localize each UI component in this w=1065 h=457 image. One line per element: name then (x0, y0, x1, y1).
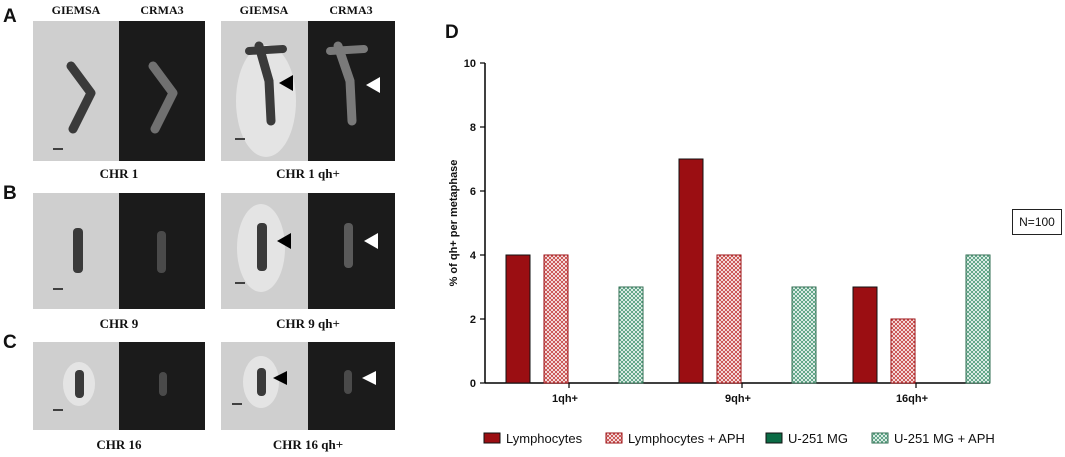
legend-label: U-251 MG + APH (894, 431, 995, 446)
legend-swatch (483, 432, 501, 444)
arrowhead-icon (273, 371, 287, 385)
bar-lymphocytes-aph (716, 254, 742, 384)
arrowhead-icon (366, 77, 380, 93)
bar-lymphocytes-aph (543, 254, 569, 384)
arrowhead-icon (364, 233, 378, 249)
bar-lymphocytes (678, 158, 704, 384)
sample-size-annotation: N=100 (1012, 209, 1062, 235)
caption-chr1-qh: CHR 1 qh+ (276, 166, 340, 181)
legend-label: Lymphocytes (506, 431, 583, 446)
bar-u-251-mg-aph (965, 254, 991, 384)
arrowhead-icon (277, 233, 291, 249)
legend-swatch (765, 432, 783, 444)
y-axis-label: % of qh+ per metaphase (448, 160, 460, 287)
caption-chr9: CHR 9 (99, 316, 139, 331)
legend-swatch (871, 432, 889, 444)
bar-lymphocytes (505, 254, 531, 384)
caption-chr9-qh: CHR 9 qh+ (276, 316, 340, 331)
bar-lymphocytes-aph (890, 318, 916, 384)
panel-label-c: C (3, 332, 17, 353)
giemsa-image-chr1-qh (221, 21, 308, 161)
bar-lymphocytes (852, 286, 878, 384)
y-tick-label: 4 (470, 250, 477, 262)
y-tick-label: 0 (470, 378, 476, 390)
crma3-image-chr16 (119, 342, 205, 430)
crma3-image-chr1-qh (308, 21, 395, 161)
caption-chr16-qh: CHR 16 qh+ (272, 437, 344, 452)
crma3-image-chr9-qh (308, 193, 395, 309)
arrowhead-icon (279, 75, 293, 91)
crma3-image-chr1 (119, 21, 205, 161)
caption-chr1: CHR 1 (99, 166, 139, 181)
giemsa-image-chr9-qh (221, 193, 308, 309)
x-tick-label: 9qh+ (725, 393, 751, 405)
giemsa-image-chr9 (33, 193, 119, 309)
y-tick-label: 8 (470, 122, 476, 134)
y-tick-label: 10 (464, 58, 476, 70)
y-tick-label: 6 (470, 186, 476, 198)
crma3-image-chr9 (119, 193, 205, 309)
header-crma3-left: CRMA3 (140, 3, 184, 17)
chart-legend: Lymphocytes Lymphocytes + APH U-251 MG U-25… (483, 431, 995, 446)
legend-label: U-251 MG (788, 431, 848, 446)
legend-label: Lymphocytes + APH (628, 431, 745, 446)
panel-label-d: D (445, 22, 459, 43)
caption-chr16: CHR 16 (96, 437, 142, 452)
header-crma3-right: CRMA3 (329, 3, 373, 17)
legend-swatch (605, 432, 623, 444)
arrowhead-icon (362, 371, 376, 385)
y-tick-label: 2 (470, 314, 476, 326)
bar-u-251-mg-aph (791, 286, 817, 384)
giemsa-image-chr16 (33, 342, 119, 430)
header-giemsa-right: GIEMSA (239, 3, 289, 17)
giemsa-image-chr1 (33, 21, 119, 161)
header-giemsa-left: GIEMSA (51, 3, 101, 17)
x-tick-label: 1qh+ (552, 393, 578, 405)
panel-label-b: B (3, 183, 17, 204)
chart-bars (505, 158, 991, 384)
panel-label-a: A (3, 6, 17, 27)
bar-u-251-mg-aph (618, 286, 644, 384)
giemsa-image-chr16-qh (221, 342, 308, 430)
x-tick-label: 16qh+ (896, 393, 928, 405)
crma3-image-chr16-qh (308, 342, 395, 430)
